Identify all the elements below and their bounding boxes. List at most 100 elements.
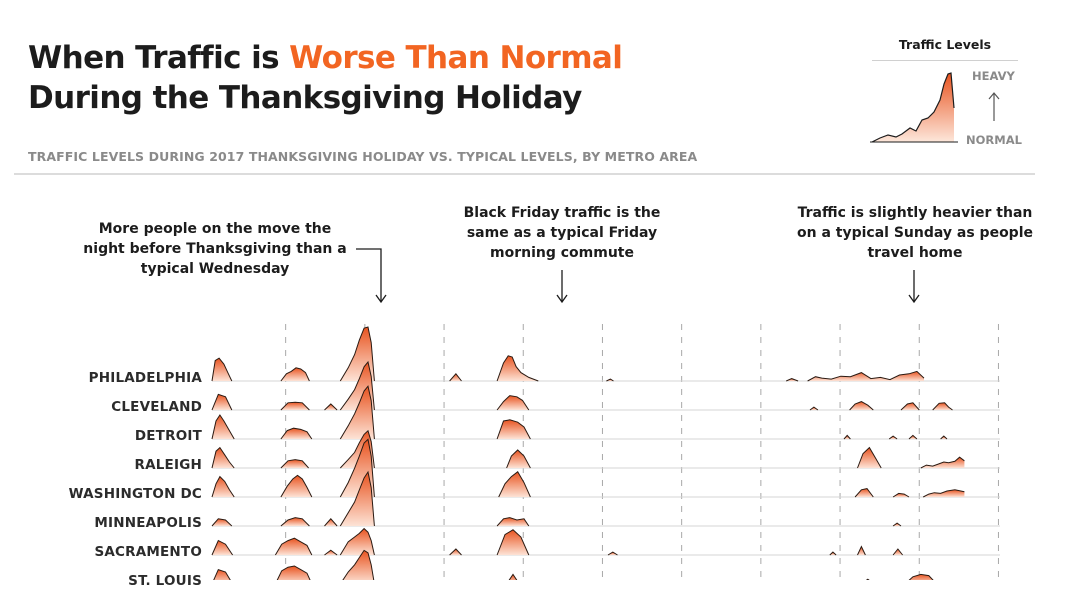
traffic-line [280, 367, 310, 382]
traffic-line [496, 355, 539, 382]
traffic-area [340, 528, 375, 555]
traffic-area [857, 447, 882, 468]
traffic-line [280, 427, 313, 440]
traffic-area [893, 523, 901, 526]
traffic-line [498, 471, 531, 498]
ridge-row [211, 470, 1000, 527]
traffic-line [908, 573, 934, 580]
ridge-row [211, 385, 1000, 440]
traffic-area [449, 549, 462, 555]
traffic-area [497, 419, 531, 439]
annotation-sunday-line-3: travel home [867, 245, 963, 261]
traffic-area [277, 566, 311, 580]
traffic-line [449, 548, 462, 556]
traffic-line [865, 578, 870, 580]
traffic-line [449, 373, 462, 382]
traffic-line [324, 549, 338, 556]
traffic-line [888, 435, 898, 440]
traffic-line [324, 403, 338, 411]
traffic-line [339, 360, 375, 411]
traffic-line [809, 406, 819, 411]
traffic-line [280, 517, 310, 527]
traffic-line [213, 568, 231, 580]
traffic-line [211, 393, 233, 411]
title-text-1: When Traffic is [28, 40, 290, 76]
metro-label: MINNEAPOLIS [94, 515, 202, 531]
traffic-line [786, 378, 799, 382]
traffic-line [506, 449, 531, 469]
title-line-1: When Traffic is Worse Than Normal [28, 38, 623, 78]
traffic-line [606, 378, 614, 382]
traffic-line [854, 488, 874, 498]
annotation-wednesday: More people on the move the night before… [70, 219, 360, 279]
annotation-black-friday-line-2: same as a typical Friday [466, 225, 658, 241]
traffic-line [339, 429, 375, 469]
traffic-line [892, 522, 902, 527]
traffic-line [211, 357, 233, 382]
traffic-line [280, 459, 309, 469]
traffic-line [342, 549, 375, 580]
traffic-area [212, 415, 235, 439]
annotation-sunday: Traffic is slightly heavier than on a ty… [772, 203, 1058, 263]
traffic-area [497, 529, 529, 555]
header-divider [14, 173, 1035, 175]
traffic-line [892, 548, 903, 556]
traffic-area [909, 435, 917, 439]
traffic-line [280, 474, 313, 498]
traffic-line [908, 434, 918, 440]
traffic-area [280, 459, 309, 468]
traffic-line [857, 446, 882, 469]
legend-title: Traffic Levels [898, 37, 992, 52]
traffic-line [940, 435, 948, 440]
traffic-area [923, 489, 965, 497]
traffic-area [857, 546, 866, 555]
traffic-line [339, 326, 375, 382]
traffic-area [324, 550, 338, 555]
metro-label: DETROIT [134, 428, 202, 444]
traffic-area [280, 517, 310, 526]
traffic-area [849, 401, 874, 410]
traffic-line [324, 518, 338, 527]
traffic-line [339, 470, 375, 527]
annotation-wednesday-pointer [356, 248, 382, 302]
traffic-area [275, 538, 312, 555]
traffic-area [324, 404, 338, 410]
traffic-line [508, 573, 518, 580]
metro-label: ST. LOUIS [128, 573, 202, 589]
traffic-line [339, 527, 375, 556]
traffic-area [893, 493, 909, 497]
traffic-line [211, 518, 233, 527]
traffic-area [280, 475, 312, 497]
annotation-wednesday-line-2: night before Thanksgiving than a [83, 241, 347, 257]
traffic-area [829, 552, 837, 555]
traffic-area [497, 355, 539, 381]
traffic-area [940, 436, 947, 439]
metro-label: RALEIGH [134, 457, 202, 473]
traffic-area [608, 552, 618, 555]
traffic-area [280, 402, 310, 410]
annotation-sunday-line-1: Traffic is slightly heavier than [797, 205, 1033, 221]
traffic-line [496, 395, 530, 411]
legend-up-arrow-icon [988, 92, 1000, 121]
metro-label: CLEVELAND [111, 399, 202, 415]
metro-label: SACRAMENTO [94, 544, 202, 560]
annotation-wednesday-line-3: typical Wednesday [140, 261, 290, 277]
traffic-area [509, 574, 517, 580]
legend-heavy-label: HEAVY [972, 69, 1015, 83]
legend-sample-area [870, 72, 958, 143]
ridge-row [211, 326, 1000, 382]
traffic-area [342, 550, 374, 580]
annotation-sunday-arrowhead [908, 294, 920, 304]
traffic-area [212, 447, 235, 468]
traffic-line [932, 402, 953, 411]
traffic-line [280, 401, 310, 411]
traffic-area [324, 518, 338, 526]
traffic-area [810, 407, 818, 410]
traffic-line [339, 438, 375, 498]
traffic-area [497, 395, 529, 410]
annotation-black-friday-arrowhead [556, 294, 568, 304]
annotation-black-friday: Black Friday traffic is the same as a ty… [437, 203, 687, 263]
traffic-area [855, 488, 874, 497]
traffic-line [211, 446, 235, 469]
metro-label: PHILADELPHIA [88, 370, 202, 386]
